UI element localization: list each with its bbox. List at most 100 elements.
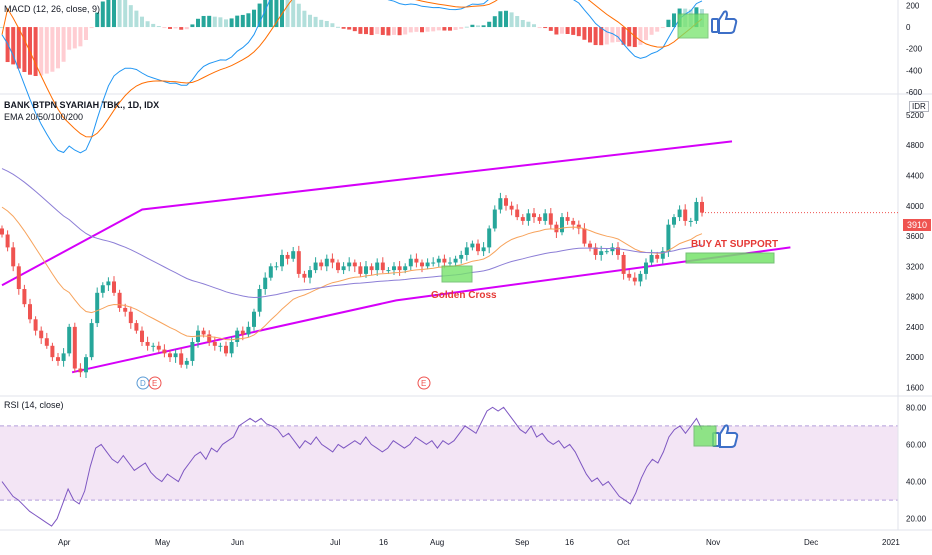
candle-body [324, 258, 329, 267]
macd-histogram-bar [56, 27, 60, 69]
candle-body [560, 217, 564, 233]
macd-histogram-bar [263, 0, 268, 28]
macd-tick-label: 0 [906, 23, 911, 32]
macd-histogram-bar [364, 27, 368, 35]
macd-histogram-bar [627, 27, 632, 47]
candle-body [336, 262, 340, 271]
candle-body [89, 323, 94, 358]
macd-histogram-bar [201, 15, 206, 28]
candle-body [95, 292, 100, 324]
macd-histogram-bar [252, 9, 256, 28]
macd-histogram-bar [336, 26, 340, 28]
candle-body [252, 311, 256, 327]
macd-histogram-bar [375, 27, 380, 35]
macd-histogram-bar [571, 27, 576, 35]
macd-histogram-bar [414, 27, 419, 32]
candle-body [369, 266, 374, 271]
time-tick-label: Apr [58, 538, 71, 547]
candle-body [313, 262, 318, 271]
candle-body [694, 201, 699, 221]
macd-histogram-bar [184, 27, 189, 30]
time-tick-label: Aug [430, 538, 444, 547]
candle-body [134, 323, 139, 331]
candle-body [431, 262, 436, 264]
candle-body [352, 262, 357, 267]
macd-histogram-bar [369, 27, 374, 36]
macd-histogram-bar [50, 27, 55, 72]
rsi-tick-label: 40.00 [906, 478, 927, 487]
thumb-cuff [711, 18, 719, 33]
candle-body [112, 281, 116, 293]
candle-body [627, 273, 632, 278]
candle-body [593, 247, 598, 255]
candle-body [140, 330, 144, 343]
candle-body [319, 262, 324, 267]
macd-histogram-bar [436, 27, 441, 31]
macd-histogram-bar [470, 24, 475, 28]
macd-histogram-bar [33, 27, 38, 77]
candle-body [168, 353, 172, 358]
macd-histogram-bar [632, 27, 637, 48]
marker-e-circle [148, 376, 162, 390]
candle-body [476, 243, 480, 252]
candle-body [610, 247, 615, 252]
macd-histogram-bar [649, 27, 654, 35]
candle-body [470, 243, 475, 248]
macd-tick-label: 200 [906, 1, 920, 10]
candle-body [341, 266, 346, 271]
macd-histogram-bar [425, 27, 430, 32]
candle-body [604, 251, 609, 253]
macd-histogram-bar [341, 27, 346, 29]
candle-body [28, 304, 32, 320]
rsi-band-fill [0, 425, 898, 501]
macd-line [1, 0, 703, 154]
macd-histogram-bar [397, 27, 402, 36]
macd-histogram-bar [459, 27, 464, 29]
macd-histogram-bar [431, 27, 436, 32]
candle-body [308, 270, 312, 278]
candle-body [459, 254, 464, 259]
candle-body [386, 270, 391, 272]
macd-histogram-bar [638, 27, 643, 45]
macd-histogram-bar [173, 27, 178, 29]
candle-body [380, 262, 385, 271]
candle-body [100, 285, 105, 293]
macd-histogram-bar [504, 10, 508, 28]
candle-body [44, 338, 49, 346]
rsi-tick-label: 80.00 [906, 403, 927, 412]
candle-body [190, 342, 195, 361]
candle-body [655, 254, 660, 259]
candle-body [268, 266, 273, 278]
macd-histogram-bar [453, 27, 458, 30]
candle-body [257, 289, 262, 312]
candle-body [347, 262, 352, 267]
macd-histogram-bar [291, 0, 296, 28]
macd-histogram-bar [666, 19, 671, 28]
candle-body [683, 209, 688, 221]
time-tick-label: 16 [565, 538, 574, 547]
macd-histogram-bar [162, 27, 167, 29]
macd-histogram-bar [392, 27, 396, 35]
macd-histogram-bar [257, 3, 262, 28]
candle-body [504, 198, 508, 206]
macd-histogram-bar [330, 23, 335, 28]
symbol-title: BANK BTPN SYARIAH TBK., 1D, IDX [4, 100, 160, 110]
candle-body [688, 220, 693, 222]
ema-fast-line [1, 206, 703, 341]
macd-histogram-bar [296, 3, 301, 28]
price-tick-label: 3600 [906, 232, 924, 241]
macd-histogram-bar [498, 11, 503, 28]
macd-histogram-bar [84, 27, 88, 40]
macd-histogram-bar [72, 27, 77, 49]
macd-histogram-bar [420, 27, 424, 33]
candle-body [392, 266, 396, 271]
rsi-line [1, 406, 703, 527]
macd-histogram-bar [604, 27, 609, 45]
price-tick-label: 2800 [906, 293, 924, 302]
macd-histogram-bar [224, 19, 228, 28]
time-tick-label: Oct [617, 538, 630, 547]
candle-body [218, 345, 223, 347]
candle-body [330, 258, 335, 263]
ema-slow-line [1, 168, 703, 299]
macd-histogram-bar [560, 27, 564, 34]
